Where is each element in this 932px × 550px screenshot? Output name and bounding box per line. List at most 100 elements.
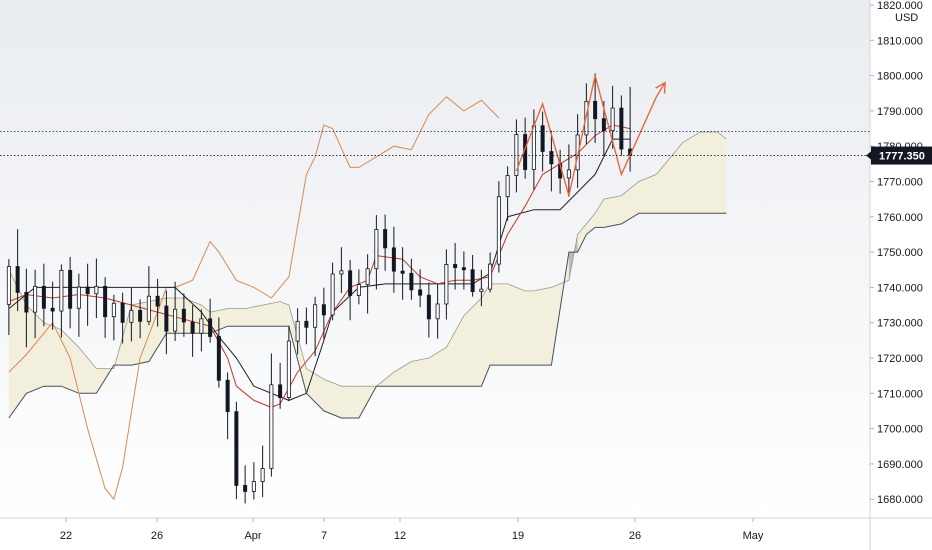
cloud-segment xyxy=(638,174,657,214)
cloud-segment xyxy=(717,132,727,214)
candle xyxy=(330,262,335,321)
candle xyxy=(418,269,423,308)
candle xyxy=(435,283,440,339)
x-tick-label: 12 xyxy=(394,530,406,542)
candle xyxy=(129,287,134,342)
candle xyxy=(85,263,90,326)
candle-body xyxy=(610,107,615,132)
candle xyxy=(610,85,615,149)
cloud-segment xyxy=(323,379,342,419)
candle xyxy=(286,325,291,402)
candle xyxy=(269,353,274,477)
forecast-drawing[interactable] xyxy=(515,75,666,196)
candle xyxy=(234,401,239,500)
candle xyxy=(260,445,265,498)
candle xyxy=(94,258,99,319)
cloud-segment xyxy=(490,283,508,366)
candle xyxy=(313,296,318,357)
candle-body xyxy=(330,273,335,316)
candle-body xyxy=(540,125,545,152)
candle-body xyxy=(400,270,405,274)
candle xyxy=(505,166,510,221)
candle xyxy=(496,181,501,273)
x-tick-label: 7 xyxy=(321,530,327,542)
candle-body xyxy=(566,169,571,179)
cloud-span-b-line xyxy=(8,212,727,419)
candle xyxy=(59,264,64,338)
candle xyxy=(321,287,326,339)
cloud-segment xyxy=(595,199,604,228)
candle xyxy=(356,269,361,305)
x-tick-label: Apr xyxy=(244,530,261,542)
candle xyxy=(444,249,449,320)
candle xyxy=(365,254,370,314)
candle-body xyxy=(321,304,326,316)
candle-body xyxy=(120,302,125,323)
candle-body xyxy=(391,247,396,272)
forecast-path[interactable] xyxy=(515,75,666,196)
candle xyxy=(540,111,545,172)
y-tick-label: 1700.000 xyxy=(877,424,923,436)
candle xyxy=(24,268,29,348)
candle-body xyxy=(531,125,536,170)
cloud-segment xyxy=(245,305,263,327)
candle xyxy=(278,362,283,409)
candle-body xyxy=(444,264,449,305)
candle-body xyxy=(453,264,458,269)
cloud-segment xyxy=(446,315,464,387)
candle-body xyxy=(356,284,361,296)
y-tick-label: 1680.000 xyxy=(877,494,923,506)
candle xyxy=(251,462,256,500)
candle-body xyxy=(348,270,353,296)
candle xyxy=(103,277,108,338)
candle-body xyxy=(190,321,195,334)
y-tick-label: 1800.000 xyxy=(877,71,923,83)
candle xyxy=(138,299,143,339)
candle-body xyxy=(286,340,291,398)
y-tick-label: 1730.000 xyxy=(877,318,923,330)
cloud-segment xyxy=(148,297,167,362)
candle-body xyxy=(6,266,11,305)
candle xyxy=(15,229,20,312)
candle-body xyxy=(208,318,213,337)
candle xyxy=(68,257,73,329)
x-tick-label: 26 xyxy=(629,530,641,542)
cloud-segment xyxy=(262,301,281,327)
cloud-segment xyxy=(201,305,211,334)
candle xyxy=(426,282,431,338)
candle-body xyxy=(243,485,248,492)
candle-body xyxy=(619,107,624,150)
candle-body xyxy=(295,320,300,342)
cloud-segment xyxy=(481,283,491,387)
y-tick-label: 1820.000 xyxy=(877,0,923,12)
cloud-segment xyxy=(227,308,246,327)
currency-label: USD xyxy=(895,12,918,24)
lagging-span-line xyxy=(8,96,500,501)
x-tick-label: 26 xyxy=(151,530,163,542)
cloud-segment xyxy=(682,132,701,214)
y-tick-label: 1810.000 xyxy=(877,35,923,47)
candle xyxy=(173,281,178,342)
candle-body xyxy=(593,100,598,120)
candle-body xyxy=(33,285,38,313)
candle-body xyxy=(59,270,64,312)
cloud-segment xyxy=(43,322,62,387)
candle-body xyxy=(479,288,484,293)
candle xyxy=(409,258,414,300)
candle-body xyxy=(278,384,283,398)
candle-body xyxy=(383,229,388,249)
candle xyxy=(488,252,493,293)
cloud-segment xyxy=(700,132,718,214)
cloud-segment xyxy=(525,290,534,366)
candle xyxy=(6,259,11,336)
candle-body xyxy=(426,294,431,320)
candle-body xyxy=(470,269,475,293)
cloud-span-a-line xyxy=(8,131,727,387)
candle-body xyxy=(260,468,265,482)
cloud-segment xyxy=(341,386,359,419)
candle-body xyxy=(461,267,466,271)
candle-body xyxy=(76,286,81,309)
